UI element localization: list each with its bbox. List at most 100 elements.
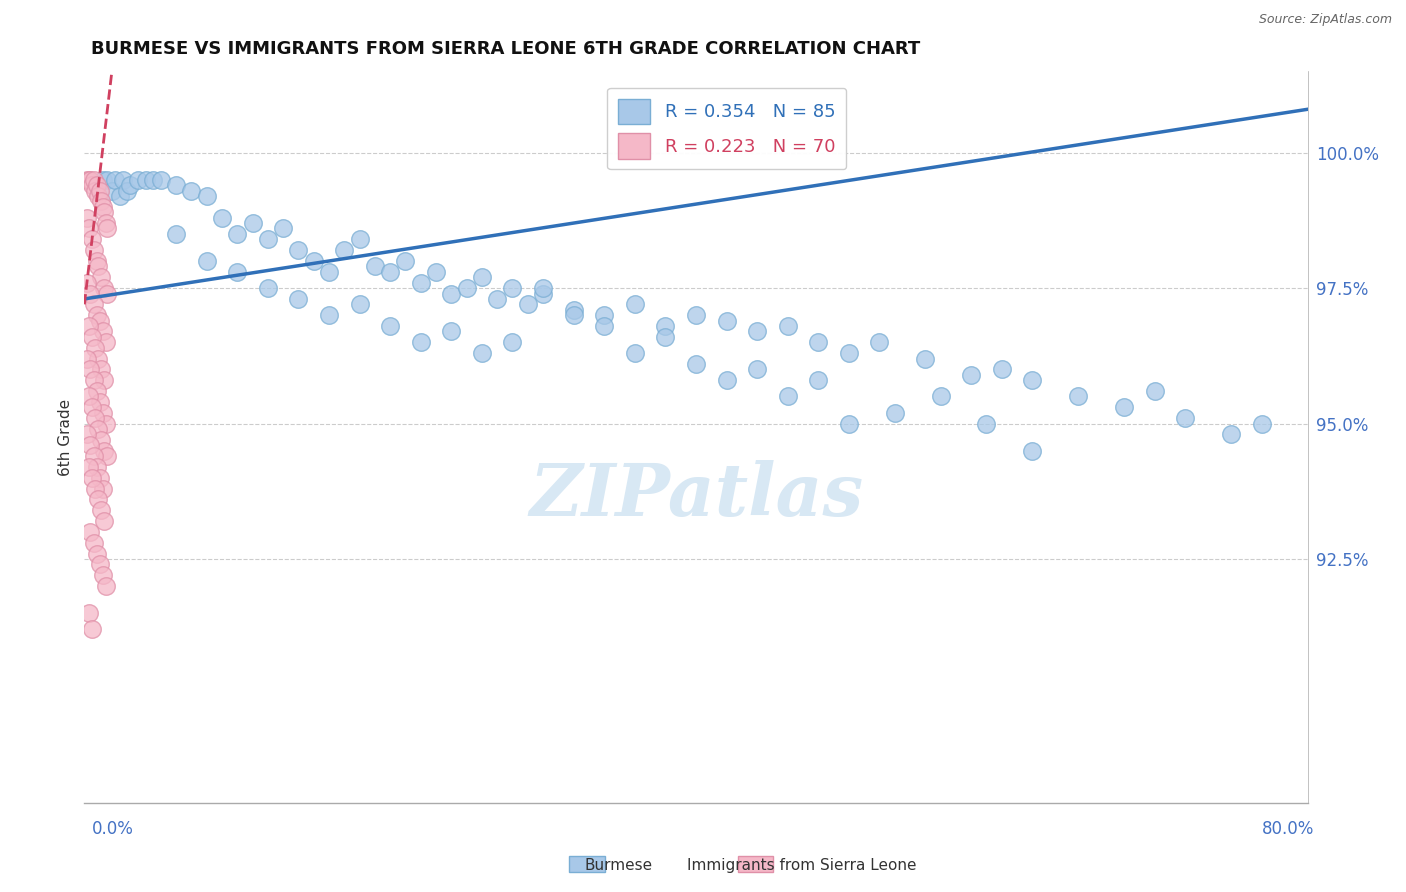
Point xyxy=(87,492,110,507)
Point xyxy=(91,482,114,496)
Point xyxy=(83,243,105,257)
Point xyxy=(89,558,111,572)
Point xyxy=(79,362,101,376)
Point xyxy=(89,471,111,485)
Point xyxy=(257,281,280,295)
Point xyxy=(914,351,936,366)
Text: 80.0%: 80.0% xyxy=(1263,820,1315,838)
Point xyxy=(976,417,998,431)
Legend: R = 0.354   N = 85, R = 0.223   N = 70: R = 0.354 N = 85, R = 0.223 N = 70 xyxy=(607,87,846,169)
Point xyxy=(111,172,134,186)
Point xyxy=(287,243,309,257)
Point xyxy=(318,308,340,322)
Point xyxy=(77,221,100,235)
Point xyxy=(318,265,340,279)
Point xyxy=(501,335,523,350)
Point xyxy=(1067,389,1090,403)
Text: BURMESE VS IMMIGRANTS FROM SIERRA LEONE 6TH GRADE CORRELATION CHART: BURMESE VS IMMIGRANTS FROM SIERRA LEONE … xyxy=(91,40,921,58)
Point xyxy=(716,313,738,327)
Point xyxy=(333,243,356,257)
Point xyxy=(79,524,101,539)
Point xyxy=(149,172,172,186)
Point xyxy=(456,281,478,295)
Point xyxy=(226,265,249,279)
Point xyxy=(87,189,110,203)
Point xyxy=(93,443,115,458)
Point xyxy=(91,406,114,420)
FancyBboxPatch shape xyxy=(738,856,773,872)
Point xyxy=(89,184,111,198)
Point xyxy=(80,623,103,637)
Point xyxy=(77,389,100,403)
Point xyxy=(440,286,463,301)
Point xyxy=(1114,401,1136,415)
Point xyxy=(90,503,112,517)
Point xyxy=(120,178,142,193)
Point xyxy=(91,325,114,339)
Point xyxy=(93,281,115,295)
Point xyxy=(76,172,98,186)
Point xyxy=(807,373,830,387)
Point xyxy=(271,221,294,235)
Point xyxy=(593,308,616,322)
Point xyxy=(84,184,107,198)
Point xyxy=(101,184,124,198)
Point xyxy=(86,178,108,193)
Point xyxy=(104,172,127,186)
Point xyxy=(302,254,325,268)
Point xyxy=(745,325,768,339)
Point xyxy=(77,459,100,474)
Point xyxy=(226,227,249,241)
Point xyxy=(562,302,585,317)
Point xyxy=(1021,443,1043,458)
Point xyxy=(80,401,103,415)
Point xyxy=(654,330,676,344)
Point xyxy=(685,308,707,322)
Point xyxy=(165,227,187,241)
Point xyxy=(94,417,117,431)
Point xyxy=(1174,411,1197,425)
Point xyxy=(76,427,98,442)
Point xyxy=(1220,427,1243,442)
Point xyxy=(79,438,101,452)
Point xyxy=(380,318,402,333)
Point xyxy=(86,459,108,474)
Point xyxy=(531,281,554,295)
Point xyxy=(364,260,387,274)
Point xyxy=(624,297,647,311)
Point xyxy=(195,254,218,268)
Point xyxy=(471,346,494,360)
Point xyxy=(409,276,432,290)
Point xyxy=(80,330,103,344)
Point xyxy=(90,433,112,447)
Point xyxy=(84,341,107,355)
Point xyxy=(142,172,165,186)
Point xyxy=(807,335,830,350)
FancyBboxPatch shape xyxy=(569,856,605,872)
Point xyxy=(242,216,264,230)
Point xyxy=(1143,384,1166,398)
Point xyxy=(80,232,103,246)
Point xyxy=(86,547,108,561)
Point xyxy=(654,318,676,333)
Point xyxy=(349,232,371,246)
Point xyxy=(90,362,112,376)
Point xyxy=(883,406,905,420)
Point xyxy=(440,325,463,339)
Point xyxy=(195,189,218,203)
Point xyxy=(87,422,110,436)
Point xyxy=(79,172,101,186)
Point xyxy=(91,172,114,186)
Point xyxy=(776,389,799,403)
Point xyxy=(745,362,768,376)
Point xyxy=(349,297,371,311)
Point xyxy=(96,449,118,463)
Point xyxy=(96,221,118,235)
Point xyxy=(80,471,103,485)
Point xyxy=(79,286,101,301)
Point xyxy=(838,417,860,431)
Point xyxy=(180,184,202,198)
Point xyxy=(593,318,616,333)
Point xyxy=(90,194,112,209)
Point xyxy=(115,184,138,198)
